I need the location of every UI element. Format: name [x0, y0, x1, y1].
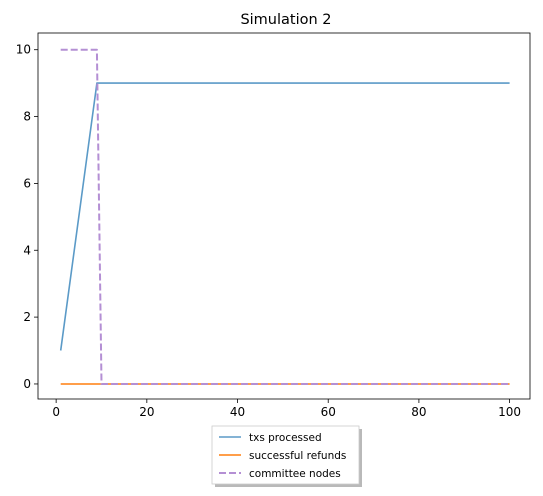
x-tick-label: 20: [139, 405, 154, 419]
legend-label-1: successful refunds: [249, 450, 346, 462]
y-tick-label: 8: [23, 110, 31, 124]
y-tick-label: 2: [23, 310, 31, 324]
legend-label-2: committee nodes: [249, 468, 341, 480]
x-axis: 0 20 40 60 80 100: [52, 399, 521, 419]
y-tick-label: 0: [23, 377, 31, 391]
y-axis: 0 2 4 6 8 10: [16, 43, 38, 391]
series-line-0: [59, 82, 510, 351]
x-tick-label: 100: [498, 405, 521, 419]
x-tick-label: 80: [411, 405, 426, 419]
legend: txs processed successful refunds committee…: [211, 425, 362, 487]
x-tick-label: 40: [230, 405, 245, 419]
chart-title: Simulation 2: [240, 12, 331, 28]
y-tick-label: 4: [23, 243, 31, 257]
y-tick-label: 6: [23, 176, 31, 190]
legend-label-0: txs processed: [249, 432, 322, 444]
plot-frame: [37, 32, 531, 400]
x-tick-label: 0: [52, 405, 60, 419]
plot-lines: [59, 48, 510, 385]
y-tick-label: 10: [16, 43, 31, 57]
series-line-2: [60, 48, 510, 385]
x-tick-label: 60: [321, 405, 336, 419]
